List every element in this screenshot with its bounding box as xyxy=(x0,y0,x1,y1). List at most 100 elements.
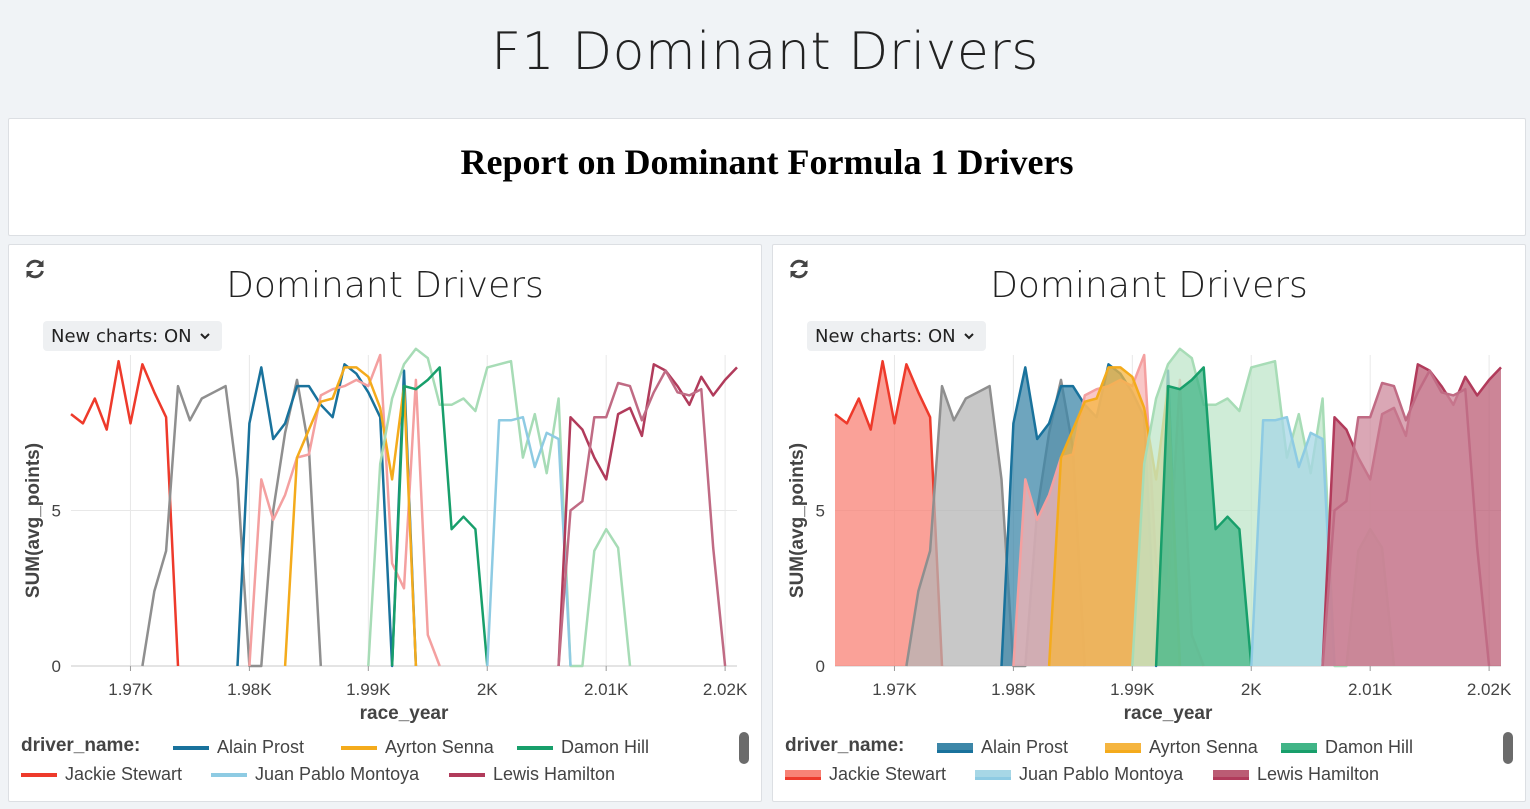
chart-title: Dominant Drivers xyxy=(990,265,1308,306)
legend-label: Alain Prost xyxy=(217,737,305,757)
y-tick-label: 0 xyxy=(816,657,825,676)
legend-swatch xyxy=(937,742,973,753)
line-series-9 xyxy=(1321,369,1491,667)
area-juan-pablo-montoya xyxy=(1251,417,1335,666)
refresh-icon[interactable] xyxy=(787,257,811,281)
y-tick-label: 0 xyxy=(52,657,61,676)
legend-swatch xyxy=(517,745,553,750)
line-jackie-stewart xyxy=(70,359,180,667)
x-tick-label: 2.02K xyxy=(703,680,748,699)
new-charts-toggle[interactable]: New charts: ON xyxy=(807,321,986,351)
y-axis-label: SUM(avg_points) xyxy=(787,443,808,598)
legend-label: Damon Hill xyxy=(561,737,650,757)
x-tick-label: 1.98K xyxy=(991,680,1036,699)
page-title: F1 Dominant Drivers xyxy=(491,22,1039,82)
x-axis-label: race_year xyxy=(1124,703,1213,724)
legend-label: Jackie Stewart xyxy=(829,764,947,784)
x-tick-label: 1.99K xyxy=(1110,680,1155,699)
refresh-icon[interactable] xyxy=(23,257,47,281)
x-tick-label: 2.01K xyxy=(1348,680,1393,699)
y-axis-label: SUM(avg_points) xyxy=(23,443,44,598)
line-lewis-hamilton xyxy=(1321,363,1502,667)
x-axis-label: race_year xyxy=(360,703,449,724)
legend-title: driver_name: xyxy=(21,735,141,756)
legend-item-ayrton-senna[interactable]: Ayrton Senna xyxy=(341,737,494,758)
legend-label: Ayrton Senna xyxy=(1149,737,1258,757)
line-damon-hill xyxy=(390,366,489,667)
area-series-9 xyxy=(1322,370,1490,666)
line-jackie-stewart xyxy=(834,359,944,667)
legend-label: Juan Pablo Montoya xyxy=(1019,764,1184,784)
y-tick-label: 5 xyxy=(52,502,61,521)
legend-label: Damon Hill xyxy=(1325,737,1414,757)
axes: 1.97K 1.98K 1.99K 2K 2.01K 2.02K 0 5 race_year SU… xyxy=(23,355,748,724)
line-series-3 xyxy=(248,353,441,667)
legend-swatch xyxy=(211,772,247,777)
legend-swatch xyxy=(21,772,57,777)
chevron-down-icon xyxy=(963,333,974,340)
x-tick-label: 1.99K xyxy=(346,680,391,699)
legend: driver_name: Alain Prost Ayrton Senna Damo… xyxy=(21,731,721,791)
legend-swatch xyxy=(1105,742,1141,753)
legend-item-juan-pablo-montoya[interactable]: Juan Pablo Montoya xyxy=(975,764,1183,785)
legend-label: Juan Pablo Montoya xyxy=(255,764,420,784)
legend-swatch xyxy=(1281,742,1317,753)
legend-scrollbar[interactable] xyxy=(1503,732,1513,764)
line-plot: 1.97K 1.98K 1.99K 2K 2.01K 2.02K 0 5 race_year SU… xyxy=(23,347,748,724)
area-plot: 1.97K 1.98K 1.99K 2K 2.01K 2.02K 0 5 race_year SU… xyxy=(787,347,1512,724)
legend-title: driver_name: xyxy=(785,735,905,756)
legend-item-damon-hill[interactable]: Damon Hill xyxy=(517,737,649,758)
report-card: Report on Dominant Formula 1 Drivers xyxy=(8,118,1526,236)
line-juan-pablo-montoya xyxy=(1250,415,1336,667)
legend-item-alain-prost[interactable]: Alain Prost xyxy=(173,737,304,758)
chevron-down-icon xyxy=(199,333,210,340)
x-tick-label: 1.97K xyxy=(872,680,917,699)
new-charts-toggle[interactable]: New charts: ON xyxy=(43,321,222,351)
chart-card-area: Dominant Drivers New charts: ON 1.97K 1.9… xyxy=(772,244,1526,802)
legend-label: Alain Prost xyxy=(981,737,1069,757)
series-group xyxy=(834,347,1502,668)
legend-label: Ayrton Senna xyxy=(385,737,494,757)
legend-item-ayrton-senna[interactable]: Ayrton Senna xyxy=(1105,737,1258,758)
area-jackie-stewart xyxy=(835,361,942,666)
line-lewis-hamilton xyxy=(557,363,738,667)
line-series-9 xyxy=(557,369,727,667)
legend-scrollbar[interactable] xyxy=(739,732,749,764)
line-juan-pablo-montoya xyxy=(486,415,572,667)
toggle-label: New charts: ON xyxy=(51,325,192,347)
legend-item-jackie-stewart[interactable]: Jackie Stewart xyxy=(21,764,182,785)
report-title: Report on Dominant Formula 1 Drivers xyxy=(460,142,1074,182)
line-series-5 xyxy=(367,347,632,668)
area-damon-hill xyxy=(1156,367,1252,666)
legend-item-damon-hill[interactable]: Damon Hill xyxy=(1281,737,1413,758)
legend-item-lewis-hamilton[interactable]: Lewis Hamilton xyxy=(1213,764,1379,785)
legend-item-alain-prost[interactable]: Alain Prost xyxy=(937,737,1068,758)
toggle-label: New charts: ON xyxy=(815,325,956,347)
legend-swatch xyxy=(785,769,821,780)
y-tick-label: 5 xyxy=(816,502,825,521)
legend-item-juan-pablo-montoya[interactable]: Juan Pablo Montoya xyxy=(211,764,419,785)
line-ayrton-senna xyxy=(283,366,418,667)
legend-swatch xyxy=(341,745,377,750)
line-alain-prost xyxy=(236,363,418,668)
chart-card-line: Dominant Drivers New charts: ON 1.97K 1.9… xyxy=(8,244,762,802)
line-damon-hill xyxy=(1154,366,1253,667)
x-tick-label: 1.97K xyxy=(108,680,153,699)
legend-swatch xyxy=(1213,769,1249,780)
legend-swatch xyxy=(173,745,209,750)
legend-label: Lewis Hamilton xyxy=(1257,764,1380,784)
x-tick-label: 2K xyxy=(477,680,498,699)
x-tick-label: 1.98K xyxy=(227,680,272,699)
x-tick-label: 2.02K xyxy=(1467,680,1512,699)
legend: driver_name: Alain Prost Ayrton Senna Damo… xyxy=(785,731,1485,791)
legend-swatch xyxy=(975,769,1011,780)
legend-item-jackie-stewart[interactable]: Jackie Stewart xyxy=(785,764,946,785)
x-tick-label: 2K xyxy=(1241,680,1262,699)
x-tick-label: 2.01K xyxy=(584,680,629,699)
series-group xyxy=(70,347,738,668)
legend-label: Jackie Stewart xyxy=(65,764,183,784)
legend-item-lewis-hamilton[interactable]: Lewis Hamilton xyxy=(449,764,615,785)
legend-swatch xyxy=(449,772,485,777)
chart-title: Dominant Drivers xyxy=(226,265,544,306)
legend-label: Lewis Hamilton xyxy=(493,764,616,784)
